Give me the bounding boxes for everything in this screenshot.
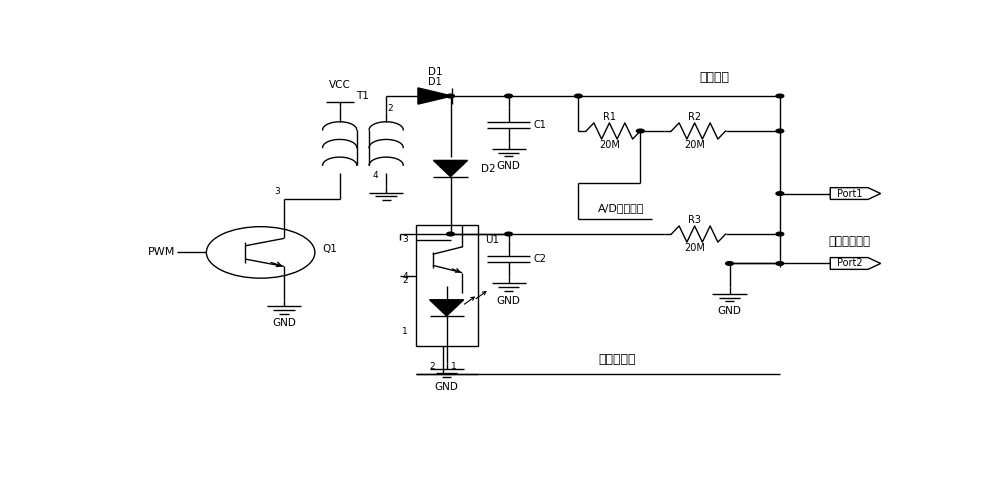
Circle shape [776, 129, 784, 133]
Text: GND: GND [497, 161, 521, 171]
Text: U1: U1 [485, 235, 500, 245]
Bar [416, 225, 478, 346]
Text: 负直流控制: 负直流控制 [598, 353, 636, 366]
Circle shape [447, 94, 454, 98]
Circle shape [776, 94, 784, 98]
Circle shape [776, 261, 784, 265]
Circle shape [776, 192, 784, 196]
Text: C2: C2 [533, 254, 546, 264]
Circle shape [637, 129, 644, 133]
Text: Port2: Port2 [837, 259, 862, 269]
Polygon shape [433, 161, 468, 176]
Text: R2: R2 [688, 112, 701, 122]
Text: 20M: 20M [684, 140, 705, 150]
Text: 2: 2 [429, 362, 435, 371]
Text: 3: 3 [274, 187, 280, 196]
Circle shape [574, 94, 582, 98]
Circle shape [505, 232, 512, 236]
Text: 3: 3 [402, 235, 408, 244]
Text: 1: 1 [451, 362, 456, 371]
Text: PWM: PWM [148, 248, 176, 258]
Text: 火焰感应电极: 火焰感应电极 [829, 235, 871, 248]
Text: 4: 4 [402, 272, 408, 281]
Text: Port1: Port1 [837, 188, 862, 198]
Text: T1: T1 [356, 91, 369, 101]
Text: R1: R1 [603, 112, 616, 122]
Text: 20M: 20M [684, 243, 705, 253]
Circle shape [505, 94, 512, 98]
Text: C1: C1 [533, 120, 546, 130]
Circle shape [447, 232, 454, 236]
Polygon shape [418, 88, 452, 104]
Text: A/D模数转换: A/D模数转换 [598, 203, 644, 213]
Text: GND: GND [718, 306, 741, 316]
Text: D1: D1 [428, 67, 442, 77]
Text: D1: D1 [428, 77, 442, 87]
Text: 点火中压: 点火中压 [699, 71, 729, 84]
Circle shape [726, 261, 733, 265]
Text: 20M: 20M [599, 140, 620, 150]
Text: 2: 2 [402, 275, 408, 284]
Text: 2: 2 [387, 104, 393, 113]
Text: VCC: VCC [329, 80, 351, 90]
Text: Q1: Q1 [323, 244, 338, 254]
Text: GND: GND [272, 318, 296, 328]
Text: GND: GND [435, 382, 459, 392]
Circle shape [776, 232, 784, 236]
Text: 1: 1 [402, 327, 408, 336]
Text: D2: D2 [482, 163, 496, 174]
Text: 4: 4 [373, 171, 378, 180]
Polygon shape [430, 300, 464, 316]
Text: R3: R3 [688, 215, 701, 225]
Text: GND: GND [497, 296, 521, 305]
